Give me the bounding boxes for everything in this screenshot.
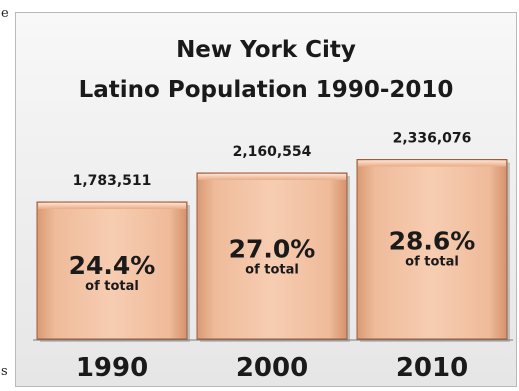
bar — [356, 159, 508, 340]
edge-glyph-top: e — [1, 6, 9, 21]
share-caption: of total — [245, 262, 299, 277]
bar-top-bevel — [38, 202, 186, 209]
share-label: 27.0% — [229, 234, 316, 263]
data-label: 1,783,511 — [73, 173, 152, 189]
share-label: 24.4% — [69, 251, 156, 280]
chart-subtitle: Latino Population 1990-2010 — [79, 77, 454, 103]
x-tick-label: 1990 — [76, 353, 148, 383]
share-caption: of total — [85, 279, 139, 294]
x-tick-label: 2010 — [396, 353, 468, 383]
chart-title: New York City — [176, 37, 356, 63]
bar-top-bevel — [198, 174, 346, 181]
share-label: 28.6% — [389, 227, 476, 256]
data-label: 2,336,076 — [393, 131, 472, 147]
chart-panel: New York City Latino Population 1990-201… — [15, 12, 517, 387]
bar — [36, 201, 188, 340]
bar — [196, 172, 348, 340]
bar-chart: New York City Latino Population 1990-201… — [33, 37, 513, 383]
x-tick-label: 2000 — [236, 353, 308, 383]
edge-glyph-bottom: s — [1, 364, 8, 379]
bar-top-bevel — [358, 160, 506, 167]
share-caption: of total — [405, 255, 459, 270]
data-label: 2,160,554 — [233, 144, 312, 160]
